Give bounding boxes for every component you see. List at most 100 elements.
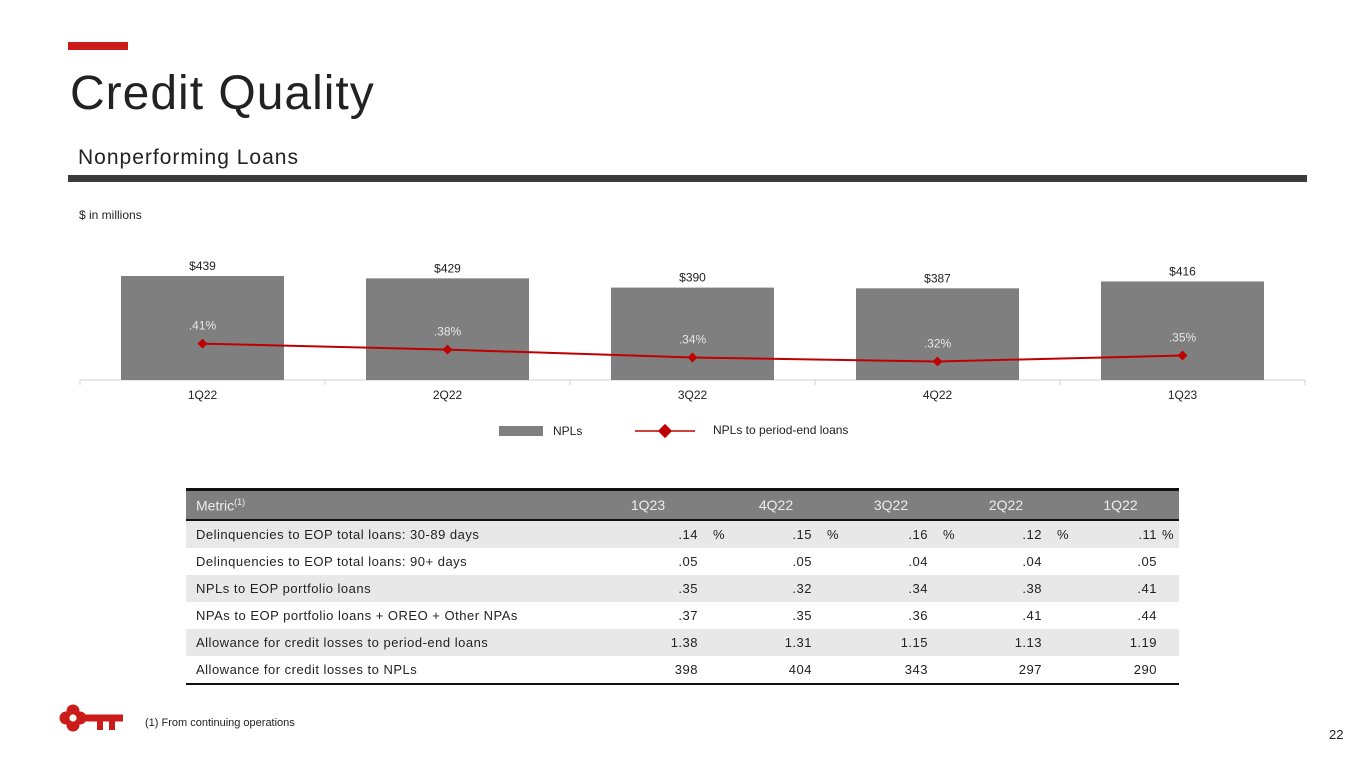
title-accent-bar	[68, 42, 128, 50]
metric-value: .44	[1137, 608, 1157, 623]
metric-value: .11	[1138, 527, 1157, 542]
npl-chart: $439 1Q22 .41% $429 2Q22 .38% $390 3Q22 .34% $387…	[79, 259, 1306, 439]
column-header: 1Q22	[1084, 488, 1157, 521]
x-tick-label: 1Q23	[1168, 388, 1198, 402]
units-note: $ in millions	[79, 208, 142, 222]
percent-sign	[1042, 656, 1084, 685]
table-row: Allowance for credit losses to period-en…	[186, 629, 1179, 656]
metric-value: 398	[598, 656, 698, 685]
metric-value: .32	[792, 581, 812, 596]
npl-ratio-point	[197, 338, 208, 349]
legend-label-ratio: NPLs to period-end loans	[713, 423, 848, 437]
legend-label-npls: NPLs	[553, 424, 582, 438]
metric-value: 1.15	[900, 635, 928, 650]
metric-value: 1.19	[1129, 635, 1157, 650]
percent-sign	[1042, 548, 1084, 575]
metric-value: 297	[970, 656, 1042, 685]
percent-sign	[1157, 602, 1179, 629]
table-row: Allowance for credit losses to NPLs 398 40…	[186, 656, 1179, 685]
metric-value: .04	[908, 554, 928, 569]
metric-value: .05	[678, 554, 698, 569]
legend-swatch-npls	[499, 426, 543, 436]
column-header: 3Q22	[854, 488, 928, 521]
line-value-label: .32%	[924, 336, 952, 350]
percent-sign	[928, 575, 970, 602]
percent-sign	[698, 575, 740, 602]
bar-value-label: $387	[924, 271, 951, 285]
line-value-label: .41%	[189, 319, 217, 333]
section-subtitle: Nonperforming Loans	[78, 146, 299, 169]
metric-label: Allowance for credit losses to period-en…	[196, 635, 489, 650]
metric-value: .15	[792, 527, 812, 542]
x-tick-label: 1Q22	[188, 388, 218, 402]
bar-value-label: $390	[679, 271, 706, 285]
percent-sign	[1042, 629, 1084, 656]
table-row: Delinquencies to EOP total loans: 30-89 …	[186, 520, 1179, 548]
line-value-label: .38%	[434, 325, 462, 339]
line-value-label: .35%	[1169, 331, 1197, 345]
percent-sign	[812, 548, 854, 575]
percent-sign	[698, 602, 740, 629]
metric-value: .34	[908, 581, 928, 596]
percent-sign	[1157, 629, 1179, 656]
x-tick-label: 2Q22	[433, 388, 463, 402]
table-header-row: Metric(1) 1Q23 4Q22 3Q22 2Q22 1Q22	[186, 488, 1179, 521]
bar-npl	[366, 278, 529, 380]
percent-sign	[928, 548, 970, 575]
page-title: Credit Quality	[70, 67, 375, 120]
percent-sign	[812, 575, 854, 602]
percent-sign: %	[942, 527, 956, 542]
percent-sign	[1157, 575, 1179, 602]
npl-ratio-point	[687, 352, 698, 363]
percent-sign	[698, 656, 740, 685]
column-header: 1Q23	[598, 488, 698, 521]
metric-label: Allowance for credit losses to NPLs	[186, 656, 598, 685]
metric-value: .35	[792, 608, 812, 623]
metric-value: .16	[908, 527, 928, 542]
metric-value: .12	[1022, 527, 1042, 542]
bar-value-label: $429	[434, 261, 461, 275]
metric-value: .41	[1137, 581, 1157, 596]
table-row: NPLs to EOP portfolio loans .35 .32 .34 .38.…	[186, 575, 1179, 602]
legend-marker-ratio	[657, 423, 673, 439]
line-value-label: .34%	[679, 333, 707, 347]
bar-npl	[1101, 281, 1264, 380]
section-divider	[68, 175, 1307, 182]
metric-label: Delinquencies to EOP total loans: 90+ da…	[196, 554, 468, 569]
metric-value: .38	[1022, 581, 1042, 596]
metric-label: NPAs to EOP portfolio loans + OREO + Oth…	[196, 608, 518, 623]
metric-value: 1.31	[784, 635, 812, 650]
metric-value: 404	[740, 656, 812, 685]
metric-label: NPLs to EOP portfolio loans	[196, 581, 372, 596]
column-header: 4Q22	[740, 488, 812, 521]
metric-value: .36	[908, 608, 928, 623]
metric-value: 1.13	[1014, 635, 1042, 650]
percent-sign: %	[826, 527, 840, 542]
percent-sign: %	[712, 527, 726, 542]
percent-sign	[698, 548, 740, 575]
metric-value: .37	[678, 608, 698, 623]
page-number: 22	[1329, 727, 1344, 742]
percent-sign	[1042, 602, 1084, 629]
metric-value: .41	[1022, 608, 1042, 623]
percent-sign	[928, 602, 970, 629]
percent-sign	[928, 656, 970, 685]
table-row: Delinquencies to EOP total loans: 90+ da…	[186, 548, 1179, 575]
metric-value: 343	[854, 656, 928, 685]
percent-sign	[1157, 548, 1179, 575]
metric-value: .05	[792, 554, 812, 569]
metric-value: 1.38	[670, 635, 698, 650]
npl-ratio-point	[1177, 350, 1188, 361]
percent-sign	[698, 629, 740, 656]
metric-value: .04	[1022, 554, 1042, 569]
percent-sign	[1042, 575, 1084, 602]
footnote: (1) From continuing operations	[145, 717, 295, 729]
column-header: 2Q22	[970, 488, 1042, 521]
bar-value-label: $439	[189, 259, 216, 273]
percent-sign: %	[1161, 527, 1175, 542]
metric-header: Metric(1)	[186, 488, 598, 521]
percent-sign	[812, 602, 854, 629]
npl-ratio-point	[932, 356, 943, 367]
bar-npl	[121, 276, 284, 380]
bar-value-label: $416	[1169, 264, 1196, 278]
